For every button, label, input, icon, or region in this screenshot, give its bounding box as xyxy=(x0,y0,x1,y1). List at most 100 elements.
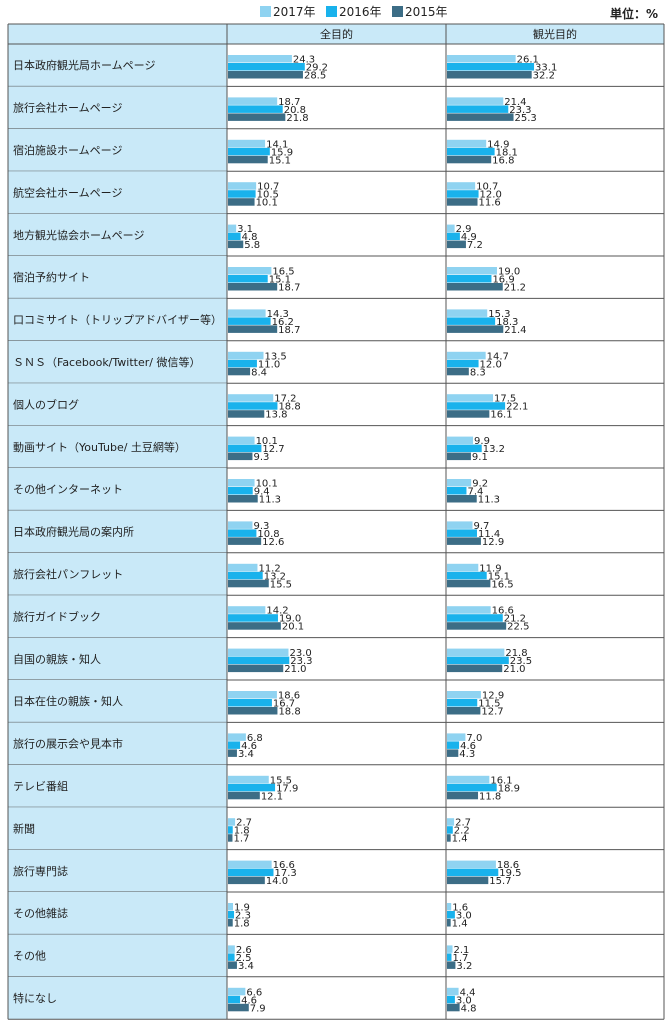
data-label: 4.9 xyxy=(461,232,477,243)
bar xyxy=(447,367,469,376)
data-label: 10.7 xyxy=(476,182,498,193)
bar xyxy=(447,648,505,657)
bar xyxy=(228,860,272,869)
bar xyxy=(447,147,495,156)
data-label: 7.2 xyxy=(467,240,483,251)
data-label: 3.0 xyxy=(456,911,472,922)
data-label: 19.0 xyxy=(498,267,520,278)
data-label: 12.0 xyxy=(480,359,502,370)
bar xyxy=(447,664,503,673)
bar xyxy=(447,410,490,418)
category-label: 宿泊予約サイト xyxy=(13,270,90,284)
bar xyxy=(228,741,241,749)
category-cell xyxy=(8,764,227,808)
category-label: 旅行会社パンフレット xyxy=(13,567,123,581)
category-cell xyxy=(8,976,227,1020)
bar xyxy=(447,309,488,317)
data-label: 13.2 xyxy=(264,571,286,582)
category-cell xyxy=(8,552,227,596)
category-label: 新聞 xyxy=(13,821,35,835)
data-label: 12.7 xyxy=(481,707,503,718)
bar xyxy=(447,614,503,622)
data-label: 16.6 xyxy=(273,860,295,871)
data-label: 2.9 xyxy=(456,224,472,235)
bar xyxy=(228,232,241,241)
data-label: 21.8 xyxy=(505,648,527,659)
bar xyxy=(447,537,481,545)
bar xyxy=(228,664,284,673)
data-label: 10.1 xyxy=(256,198,278,209)
data-label: 3.4 xyxy=(238,749,254,760)
data-label: 1.8 xyxy=(234,919,250,930)
data-label: 20.1 xyxy=(282,622,304,633)
data-label: 14.0 xyxy=(266,876,288,887)
category-label: 動画サイト（YouTube/ 土豆網等） xyxy=(13,440,186,454)
category-cell xyxy=(8,340,227,384)
data-label: 1.9 xyxy=(234,903,250,914)
data-label: 2.3 xyxy=(235,911,251,922)
data-label: 18.6 xyxy=(497,860,519,871)
data-label: 11.4 xyxy=(478,529,500,540)
legend-item-2015: 2015年 xyxy=(392,5,448,19)
bar xyxy=(228,691,277,699)
category-label: 日本政府観光局ホームページ xyxy=(13,58,155,72)
bar xyxy=(228,309,266,317)
bar xyxy=(447,182,476,190)
data-label: 16.2 xyxy=(272,317,294,328)
data-label: 23.0 xyxy=(289,648,311,659)
data-label: 4.6 xyxy=(241,995,257,1006)
data-label: 28.5 xyxy=(304,71,326,82)
category-label: 航空会社ホームページ xyxy=(13,185,122,199)
legend-label-2015: 2015年 xyxy=(405,5,448,19)
bar xyxy=(228,791,260,800)
bar xyxy=(447,953,452,961)
category-cell xyxy=(8,468,227,511)
bar xyxy=(228,919,233,927)
data-label: 2.7 xyxy=(236,818,252,829)
category-cell xyxy=(8,807,227,850)
bar xyxy=(228,707,278,715)
data-label: 32.2 xyxy=(533,71,555,82)
bar xyxy=(228,733,246,741)
bar xyxy=(228,699,272,707)
data-label: 21.2 xyxy=(504,614,526,625)
data-label: 12.0 xyxy=(480,190,502,201)
data-label: 14.7 xyxy=(487,351,509,362)
category-cell xyxy=(8,680,227,723)
data-label: 15.1 xyxy=(269,155,291,166)
data-label: 7.0 xyxy=(466,733,482,744)
bar xyxy=(447,267,497,275)
category-cell xyxy=(8,44,227,87)
bar xyxy=(447,240,466,249)
data-label: 14.2 xyxy=(266,606,288,617)
category-label: 宿泊施設ホームページ xyxy=(13,143,122,157)
data-label: 18.8 xyxy=(278,707,300,718)
category-cell xyxy=(8,383,227,426)
data-label: 21.4 xyxy=(504,97,526,108)
bar xyxy=(228,367,251,376)
data-label: 3.0 xyxy=(456,995,472,1006)
data-label: 10.7 xyxy=(257,182,279,193)
category-cell xyxy=(8,595,227,638)
data-label: 21.0 xyxy=(284,664,306,675)
bar xyxy=(447,1003,460,1012)
category-cell xyxy=(8,171,227,214)
bar xyxy=(228,987,246,996)
bar xyxy=(228,834,233,842)
data-label: 3.2 xyxy=(456,961,472,972)
bar xyxy=(447,113,514,121)
header-corner xyxy=(8,24,227,44)
bar xyxy=(447,945,453,953)
bar xyxy=(447,818,455,826)
data-label: 6.6 xyxy=(246,987,262,998)
data-label: 16.9 xyxy=(492,275,514,286)
legend-label-2016: 2016年 xyxy=(339,5,382,19)
data-label: 18.6 xyxy=(278,691,300,702)
data-label: 25.3 xyxy=(515,113,537,124)
data-label: 14.9 xyxy=(487,139,509,150)
bar xyxy=(228,479,255,487)
category-cell xyxy=(8,425,227,468)
bar xyxy=(228,571,263,580)
data-label: 13.5 xyxy=(265,351,287,362)
bar xyxy=(228,529,257,537)
